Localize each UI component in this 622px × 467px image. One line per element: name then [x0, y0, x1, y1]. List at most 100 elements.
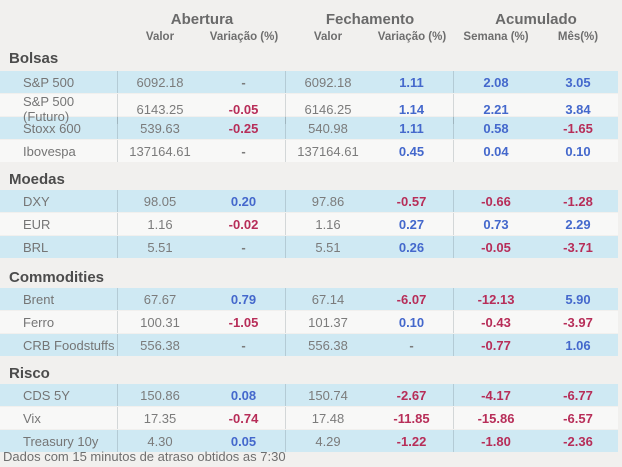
column-header-acumulado-mes: Mês(%) [557, 31, 599, 43]
cell-acumulado-semana: -4.17 [481, 387, 511, 403]
cell-acumulado-mes: -6.77 [563, 387, 593, 403]
cell-fechamento-valor: 150.74 [308, 387, 348, 403]
cell-acumulado-mes: -2.36 [563, 433, 593, 449]
cell-acumulado-semana: 2.21 [483, 101, 509, 117]
cell-fechamento-valor: 17.48 [311, 410, 345, 426]
row-label: Ibovespa [0, 140, 118, 162]
cell-fechamento-valor: 556.38 [308, 337, 348, 353]
row-label: Vix [0, 407, 118, 429]
column-group-acumulado: Acumulado [495, 10, 577, 28]
cell-abertura-variacao: -0.74 [202, 407, 286, 429]
table-row: EUR 1.16 -0.02 1.16 0.27 0.73 2.29 [0, 213, 618, 235]
cell-acumulado-mes: -6.57 [563, 410, 593, 426]
cell-abertura-variacao: 0.20 [202, 190, 286, 212]
cell-acumulado-semana: 2.08 [483, 74, 509, 90]
cell-fechamento-valor: 6146.25 [304, 101, 352, 117]
row-label: S&P 500 (Futuro) [0, 94, 118, 124]
cell-fechamento-valor: 67.14 [311, 291, 345, 307]
section-title: Bolsas [9, 50, 59, 67]
table-row: Ferro 100.31 -1.05 101.37 0.10 -0.43 -3.97 [0, 311, 618, 333]
section-title: Risco [9, 365, 50, 382]
cell-acumulado-mes: 3.05 [565, 74, 591, 90]
cell-acumulado-semana: -0.05 [481, 239, 511, 255]
cell-abertura-valor: 150.86 [140, 387, 180, 403]
cell-abertura-variacao: -0.05 [202, 94, 286, 124]
cell-fechamento-variacao: 0.10 [370, 311, 454, 333]
cell-abertura-valor: 137164.61 [129, 143, 191, 159]
cell-acumulado-mes: -3.71 [563, 239, 593, 255]
cell-abertura-valor: 556.38 [140, 337, 180, 353]
section-title: Moedas [9, 171, 65, 188]
cell-abertura-valor: 6092.18 [136, 74, 184, 90]
cell-abertura-variacao: - [202, 71, 286, 93]
row-label: EUR [0, 213, 118, 235]
cell-fechamento-valor: 4.29 [315, 433, 341, 449]
row-label: Treasury 10y [0, 430, 118, 452]
cell-acumulado-mes: 0.10 [565, 143, 591, 159]
cell-acumulado-mes: -1.28 [563, 193, 593, 209]
cell-fechamento-variacao: 1.11 [370, 117, 454, 139]
table-row: Ibovespa 137164.61-137164.61 0.45 0.04 0.10 [0, 140, 618, 162]
table-row: DXY 98.05 0.20 97.86 -0.57 -0.66 -1.28 [0, 190, 618, 212]
cell-fechamento-variacao: - [370, 334, 454, 356]
cell-abertura-valor: 4.30 [147, 433, 173, 449]
cell-acumulado-semana: 0.73 [483, 216, 509, 232]
cell-fechamento-variacao: 0.45 [370, 140, 454, 162]
table-row: CRB Foodstuffs 556.38 - 556.38 - -0.77 1.06 [0, 334, 618, 356]
column-header-acumulado-semana: Semana (%) [463, 31, 529, 43]
cell-acumulado-mes: 1.06 [565, 337, 591, 353]
cell-fechamento-variacao: 1.11 [370, 71, 454, 93]
cell-acumulado-mes: -3.97 [563, 314, 593, 330]
cell-abertura-variacao: -0.25 [202, 117, 286, 139]
cell-fechamento-valor: 101.37 [308, 314, 348, 330]
cell-fechamento-variacao: 0.27 [370, 213, 454, 235]
column-header-abertura-valor: Valor [145, 31, 175, 43]
column-group-abertura: Abertura [170, 10, 234, 28]
cell-abertura-variacao: 0.08 [202, 384, 286, 406]
table-row: Stoxx 600 539.63 -0.25 540.98 1.11 0.58 -1.65 [0, 117, 618, 139]
cell-fechamento-variacao: -6.07 [370, 288, 454, 310]
cell-acumulado-semana: -12.13 [477, 291, 515, 307]
cell-abertura-valor: 67.67 [143, 291, 177, 307]
cell-abertura-variacao: 0.79 [202, 288, 286, 310]
column-group-header-row: Abertura Fechamento Acumulado [0, 10, 618, 28]
cell-acumulado-semana: -0.66 [481, 193, 511, 209]
cell-fechamento-variacao: -11.85 [370, 407, 454, 429]
cell-abertura-valor: 6143.25 [136, 101, 184, 117]
table-row: CDS 5Y 150.86 0.08 150.74 -2.67 -4.17 -6.77 [0, 384, 618, 406]
cell-acumulado-semana: 0.04 [483, 143, 509, 159]
row-label: BRL [0, 236, 118, 258]
cell-acumulado-semana: -0.43 [481, 314, 511, 330]
table-row: Vix 17.35 -0.74 17.48 -11.85 -15.86 -6.57 [0, 407, 618, 429]
cell-fechamento-variacao: 1.14 [370, 94, 454, 124]
cell-acumulado-semana: -1.80 [481, 433, 511, 449]
row-label: Ferro [0, 311, 118, 333]
cell-fechamento-variacao: 0.26 [370, 236, 454, 258]
cell-abertura-valor: 1.16 [147, 216, 173, 232]
row-label: S&P 500 [0, 71, 118, 93]
row-label: Brent [0, 288, 118, 310]
cell-abertura-variacao: - [202, 334, 286, 356]
cell-abertura-variacao: 0.05 [202, 430, 286, 452]
row-label: CDS 5Y [0, 384, 118, 406]
cell-fechamento-valor: 97.86 [311, 193, 345, 209]
table-row: S&P 500 6092.18 - 6092.18 1.11 2.08 3.05 [0, 71, 618, 93]
column-subheader-row: Valor Variação (%) Valor Variação (%) Se… [0, 29, 618, 45]
table-row: Treasury 10y 4.30 0.05 4.29 -1.22 -1.80 -2.36 [0, 430, 618, 452]
cell-acumulado-semana: -15.86 [477, 410, 515, 426]
cell-acumulado-mes: 3.84 [565, 101, 591, 117]
cell-acumulado-mes: -1.65 [563, 120, 593, 136]
cell-acumulado-semana: -0.77 [481, 337, 511, 353]
cell-abertura-valor: 100.31 [140, 314, 180, 330]
cell-fechamento-valor: 6092.18 [304, 74, 352, 90]
table-row: BRL 5.51 - 5.51 0.26 -0.05 -3.71 [0, 236, 618, 258]
column-header-fechamento-valor: Valor [313, 31, 343, 43]
row-label: DXY [0, 190, 118, 212]
table-row: Brent 67.67 0.79 67.14 -6.07 -12.13 5.90 [0, 288, 618, 310]
row-label: CRB Foodstuffs [0, 334, 118, 356]
cell-abertura-variacao: - [202, 140, 286, 162]
column-group-fechamento: Fechamento [325, 10, 415, 28]
section-title: Commodities [9, 269, 105, 286]
table-body: Bolsas S&P 500 6092.18 - 6092.18 1.11 2.08 3.05… [0, 50, 622, 452]
